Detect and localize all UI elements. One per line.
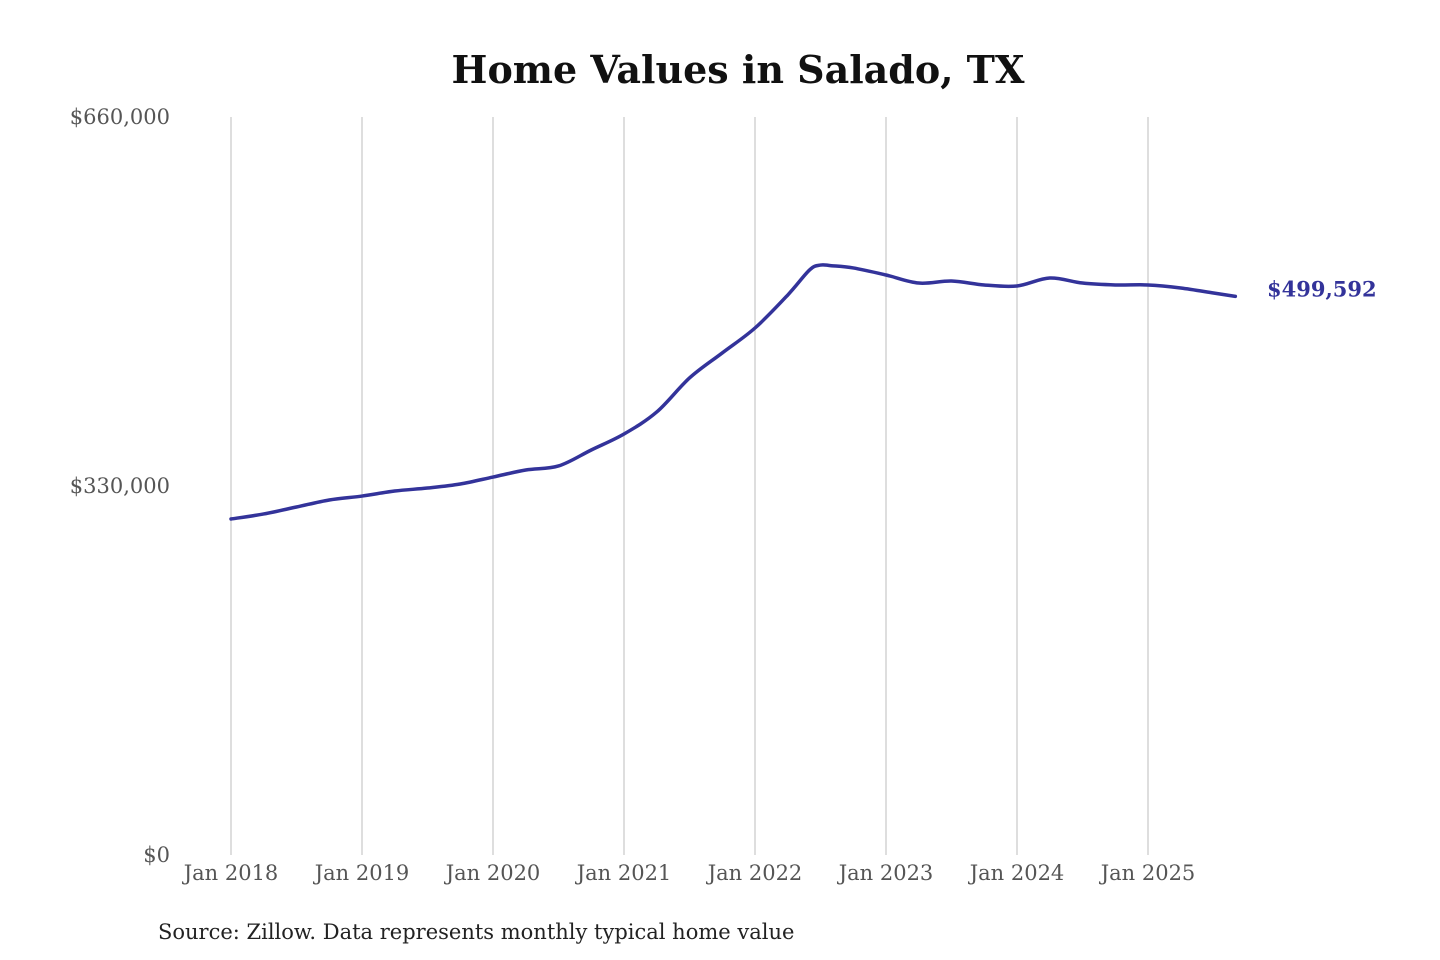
x-axis: Jan 2018 Jan 2019 Jan 2020 Jan 2021 Jan 2022… xyxy=(182,861,1196,885)
source-note: Source: Zillow. Data represents monthly … xyxy=(158,920,794,944)
end-value-label: $499,592 xyxy=(1267,276,1377,301)
x-tick-label: Jan 2023 xyxy=(837,861,934,885)
y-tick-label: $330,000 xyxy=(70,474,170,498)
x-tick-label: Jan 2018 xyxy=(182,861,279,885)
chart-title: Home Values in Salado, TX xyxy=(452,47,1025,92)
x-tick-label: Jan 2025 xyxy=(1099,861,1196,885)
x-tick-label: Jan 2022 xyxy=(706,861,803,885)
x-tick-label: Jan 2024 xyxy=(968,861,1065,885)
series-line xyxy=(229,263,1238,521)
y-tick-label: $0 xyxy=(143,843,170,867)
grid xyxy=(230,117,1149,855)
y-axis: $0 $330,000 $660,000 xyxy=(70,105,170,867)
x-tick-label: Jan 2020 xyxy=(444,861,541,885)
x-tick-label: Jan 2021 xyxy=(575,861,672,885)
y-tick-label: $660,000 xyxy=(70,105,170,129)
x-tick-label: Jan 2019 xyxy=(313,861,410,885)
